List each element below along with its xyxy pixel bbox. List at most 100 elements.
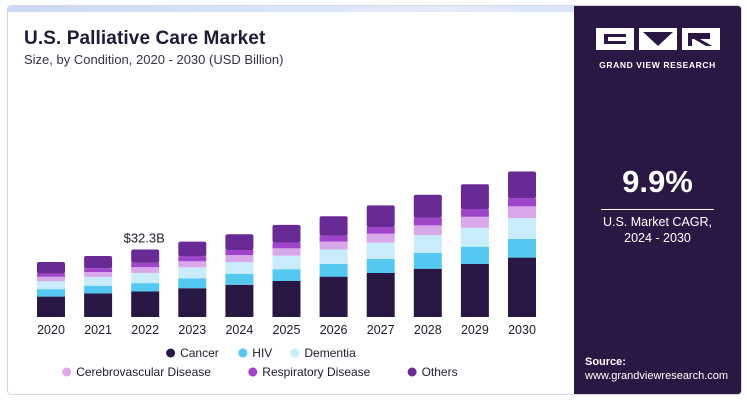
bar-respiratory-disease-2030: [508, 198, 536, 207]
x-tick-label-2020: 2020: [37, 323, 65, 337]
bar-respiratory-disease-2023: [178, 256, 207, 262]
bar-dementia-2023: [178, 267, 207, 279]
cagr-label-line1: U.S. Market CAGR,: [602, 215, 713, 229]
bar-cerebrovascular-disease-2027: [366, 233, 395, 243]
bar-hiv-2030: [508, 238, 536, 258]
gvr-g-logo-icon: [596, 28, 634, 50]
x-tick-label-2024: 2024: [225, 323, 253, 337]
chart-title: U.S. Palliative Care Market: [24, 28, 266, 49]
gvr-v-logo-icon: [639, 28, 677, 50]
bar-others-2028: [413, 194, 442, 218]
legend-item-dementia: Dementia: [290, 346, 356, 360]
bar-cancer-2028: [413, 268, 442, 317]
bar-respiratory-disease-2022: [131, 262, 160, 268]
bar-others-2029: [460, 184, 489, 210]
x-tick-label-2029: 2029: [461, 323, 489, 337]
legend-item-hiv: HIV: [238, 346, 272, 360]
data-label-2022: $32.3B: [124, 231, 165, 246]
x-tick-label-2022: 2022: [131, 323, 159, 337]
bar-cerebrovascular-disease-2024: [225, 255, 254, 263]
legend-swatch-cancer: [166, 348, 176, 358]
bar-dementia-2020: [37, 281, 65, 290]
bar-cerebrovascular-disease-2021: [84, 272, 113, 277]
bar-dementia-2022: [131, 272, 160, 284]
bar-hiv-2024: [225, 273, 254, 285]
brand-logo: [596, 28, 720, 54]
bar-hiv-2022: [131, 283, 160, 292]
bar-others-2022: [131, 249, 160, 263]
top-accent-stripe: [8, 6, 741, 12]
x-tick-label-2027: 2027: [367, 323, 395, 337]
bar-cancer-2023: [178, 288, 207, 317]
bar-hiv-2027: [366, 258, 395, 273]
legend-label-cancer: Cancer: [180, 346, 219, 360]
bar-cerebrovascular-disease-2026: [319, 241, 348, 250]
chart-card: U.S. Palliative Care Market Size, by Con…: [7, 5, 742, 395]
legend-swatch-hiv: [238, 348, 248, 358]
chart-subtitle: Size, by Condition, 2020 - 2030 (USD Bil…: [24, 52, 284, 67]
chart-legend: Cancer HIV Dementia Cerebrovascular Disease…: [62, 346, 458, 379]
source-link[interactable]: www.grandviewresearch.com: [585, 370, 729, 382]
bar-others-2020: [37, 262, 65, 274]
bar-dementia-2027: [366, 242, 395, 259]
side-panel: GRAND VIEW RESEARCH 9.9% U.S. Market CAG…: [574, 6, 741, 394]
bar-dementia-2028: [413, 235, 442, 253]
bar-hiv-2023: [178, 278, 207, 289]
x-tick-label-2023: 2023: [178, 323, 206, 337]
bar-hiv-2021: [84, 285, 113, 294]
bar-others-2024: [225, 234, 254, 250]
bar-dementia-2026: [319, 249, 348, 264]
bars-layer: [37, 171, 536, 317]
bar-others-2021: [84, 256, 113, 269]
legend-swatch-others: [407, 367, 417, 377]
cagr-value: 9.9%: [622, 164, 693, 199]
bar-dementia-2024: [225, 262, 254, 274]
legend-swatch-dementia: [290, 348, 300, 358]
cagr-label-line2: 2024 - 2030: [624, 231, 691, 245]
bar-cerebrovascular-disease-2029: [460, 216, 489, 228]
bar-hiv-2026: [319, 263, 348, 277]
bar-cerebrovascular-disease-2030: [508, 206, 536, 219]
legend-item-cerebrovascular-disease: Cerebrovascular Disease: [62, 365, 211, 379]
bar-cerebrovascular-disease-2022: [131, 267, 160, 273]
bar-dementia-2021: [84, 276, 113, 286]
bar-respiratory-disease-2020: [37, 273, 65, 277]
labels-layer: 2020 2021 2022 2023 2024 2025 2026 2027 2028 2029…: [37, 231, 536, 338]
bar-cerebrovascular-disease-2025: [272, 248, 301, 256]
bar-cerebrovascular-disease-2020: [37, 276, 65, 282]
bar-hiv-2025: [272, 269, 301, 281]
x-tick-label-2025: 2025: [273, 323, 301, 337]
bar-cancer-2021: [84, 293, 113, 317]
bar-cancer-2024: [225, 284, 254, 317]
legend-label-hiv: HIV: [252, 346, 272, 360]
legend-swatch-cerebrovascular-disease: [62, 367, 72, 377]
x-tick-label-2026: 2026: [320, 323, 348, 337]
bar-cerebrovascular-disease-2023: [178, 261, 207, 268]
legend-label-others: Others: [422, 365, 458, 379]
x-tick-label-2030: 2030: [508, 323, 536, 337]
bar-respiratory-disease-2025: [272, 242, 301, 249]
bar-others-2027: [366, 205, 395, 227]
legend-label-cerebrovascular-disease: Cerebrovascular Disease: [76, 365, 211, 379]
brand-name: GRAND VIEW RESEARCH: [599, 60, 716, 70]
legend-item-others: Others: [407, 365, 458, 379]
bar-others-2023: [178, 241, 207, 257]
bar-respiratory-disease-2026: [319, 235, 348, 242]
cagr-label: U.S. Market CAGR, 2024 - 2030: [574, 214, 741, 246]
bar-respiratory-disease-2027: [366, 227, 395, 234]
x-tick-label-2021: 2021: [84, 323, 112, 337]
bar-others-2030: [508, 171, 536, 199]
legend-label-respiratory-disease: Respiratory Disease: [262, 365, 370, 379]
cagr-divider: [601, 209, 714, 210]
bar-respiratory-disease-2028: [413, 217, 442, 226]
bar-hiv-2029: [460, 246, 489, 264]
bar-dementia-2029: [460, 227, 489, 247]
bar-cancer-2027: [366, 272, 395, 317]
bar-others-2026: [319, 216, 348, 236]
legend-item-cancer: Cancer: [166, 346, 219, 360]
bar-respiratory-disease-2021: [84, 268, 113, 272]
gvr-r-logo-icon: [682, 28, 720, 50]
bar-others-2025: [272, 224, 301, 243]
bar-hiv-2020: [37, 289, 65, 297]
stacked-bar-chart: 2020 2021 2022 2023 2024 2025 2026 2027 2028 2029…: [37, 171, 536, 379]
